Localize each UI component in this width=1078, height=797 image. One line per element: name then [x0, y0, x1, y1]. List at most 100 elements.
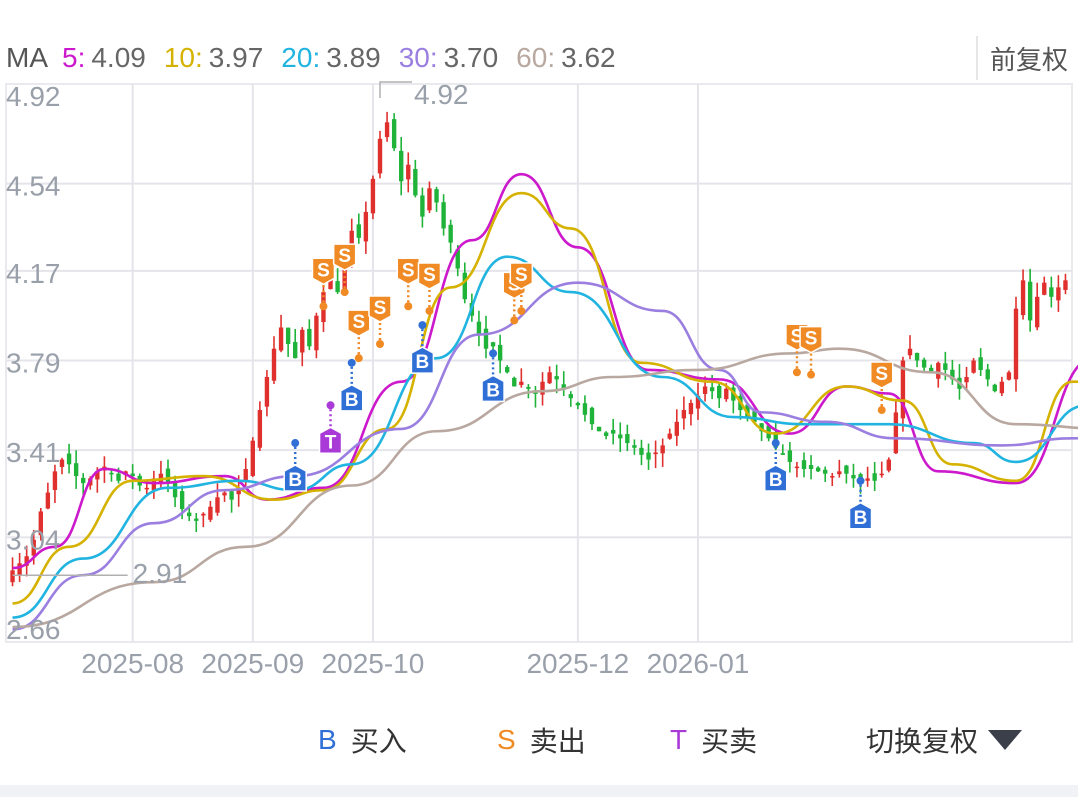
signal-dot [291, 439, 300, 448]
candle [45, 482, 51, 510]
candle [808, 455, 814, 480]
candle [370, 175, 376, 220]
buy-signal-marker[interactable]: B [848, 476, 873, 530]
sell-signal-marker[interactable]: S [799, 325, 823, 379]
candle-body [490, 342, 496, 347]
candle-body [314, 315, 319, 351]
candle-body [307, 328, 312, 347]
buy-signal-marker[interactable]: B [410, 321, 435, 374]
candle-body [406, 164, 411, 180]
candle-body [724, 388, 729, 400]
candle [568, 391, 573, 407]
candle-body [257, 410, 263, 448]
candle [384, 111, 390, 142]
candle-body [377, 138, 383, 174]
signal-dot [376, 339, 384, 348]
candle [1020, 269, 1026, 320]
candle [660, 438, 665, 467]
candle-body [165, 468, 171, 484]
candle [363, 201, 369, 254]
candle-body [497, 344, 503, 361]
candle-body [865, 478, 870, 481]
candle-body [1020, 280, 1026, 316]
candle-body [95, 471, 100, 480]
signal-dot [319, 302, 328, 311]
signal-badge [869, 361, 894, 389]
candle-body [300, 329, 305, 353]
sell-signal-marker[interactable]: S [509, 262, 534, 315]
ma20-legend-item: 20: 3.89 [281, 42, 380, 74]
sell-signal-marker[interactable]: S [417, 262, 442, 315]
signal-badge [410, 346, 435, 374]
buy-signal-marker[interactable]: B [763, 439, 788, 492]
sell-signal-marker[interactable]: S [396, 257, 421, 311]
signal-badge [848, 501, 873, 530]
candle-body [519, 381, 524, 385]
candle [780, 444, 785, 456]
candle-body [914, 352, 920, 361]
candle [964, 366, 969, 391]
ma20-period: 20: [281, 42, 321, 73]
signal-badge [339, 384, 364, 412]
candle [533, 385, 538, 408]
candle-body [823, 469, 828, 474]
candle [222, 490, 227, 502]
signal-dot [807, 370, 816, 379]
candle-body [250, 440, 255, 476]
candle [505, 365, 510, 374]
candle-body [533, 392, 538, 394]
candle [250, 437, 255, 477]
candle-body [420, 195, 425, 217]
signal-letter: S [352, 312, 365, 333]
candle [603, 431, 609, 440]
switch-adjust-label: 切换复权 [866, 726, 979, 757]
sell-signal-marker[interactable]: S [869, 361, 894, 415]
candle [731, 384, 736, 414]
candle-body [568, 394, 573, 399]
candle-body [759, 423, 764, 432]
candle [971, 358, 976, 374]
switch-adjust-button[interactable]: 切换复权 [866, 720, 1023, 760]
candle-body [194, 518, 199, 521]
signal-badge [311, 257, 336, 286]
buy-signal-marker[interactable]: B [339, 358, 364, 412]
candle [66, 443, 72, 474]
candle-body [561, 384, 566, 389]
candle-body [752, 411, 757, 422]
candle [999, 376, 1005, 397]
trade-signal-marker[interactable]: T [318, 401, 343, 455]
sell-signal-marker[interactable]: S [332, 243, 357, 297]
candle [476, 310, 482, 347]
buy-signal-marker[interactable]: B [481, 349, 505, 403]
candle [992, 383, 997, 393]
signal-letter: S [423, 265, 436, 286]
trade-label: 买卖 [701, 726, 758, 757]
signal-letter: B [288, 470, 302, 491]
candle [399, 136, 404, 196]
candle-body [384, 122, 390, 138]
candle [872, 462, 877, 492]
candle-body [554, 376, 559, 380]
sell-signal-marker[interactable]: S [368, 295, 392, 348]
candle-body [1035, 296, 1040, 328]
candlestick-chart[interactable]: BBBBBBBBBSSSSSSSSSSSSSTTT4.924.544.173.7… [0, 0, 1078, 712]
candle [158, 460, 164, 489]
forward-adjust-button[interactable]: 前复权 [976, 36, 1078, 80]
candle-body [116, 473, 121, 481]
candle-body [815, 467, 821, 472]
buy-signal-marker[interactable]: B [283, 439, 307, 492]
y-tick-label: 3.04 [6, 524, 61, 555]
candle-body [971, 360, 976, 373]
candle [300, 327, 305, 367]
candle [1063, 273, 1068, 295]
candle-body [702, 386, 708, 394]
x-tick-label: 2025-08 [81, 648, 184, 679]
candle-body [399, 150, 404, 182]
sell-letter: S [497, 724, 516, 755]
sell-signal-marker[interactable]: S [311, 257, 336, 311]
sell-signal-marker[interactable]: S [347, 309, 371, 363]
candle-body [31, 539, 36, 556]
candle [554, 364, 559, 394]
candle-body [674, 421, 679, 436]
candle [639, 439, 644, 466]
